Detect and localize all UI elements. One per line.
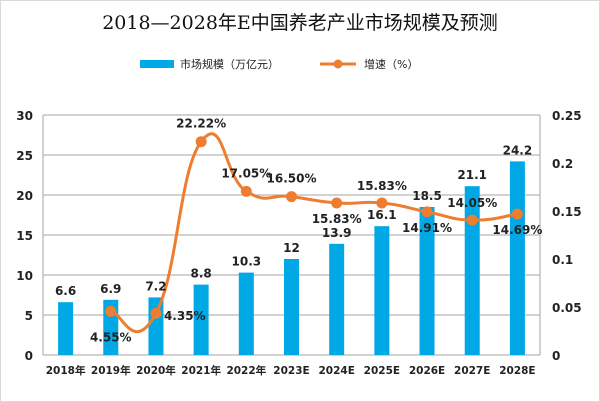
growth-data-label: 17.05%	[221, 166, 271, 180]
chart-title: 2018—2028年E中国养老产业市场规模及预测	[102, 12, 498, 34]
x-tick-label: 2024E	[318, 365, 354, 377]
bar-data-label: 6.6	[55, 284, 76, 298]
legend-label-line: 增速（%）	[364, 58, 419, 71]
left-tick-label: 20	[16, 189, 33, 203]
bar-data-label: 18.5	[412, 189, 442, 203]
growth-line	[110, 132, 518, 334]
right-tick-label: 0	[552, 349, 560, 363]
x-tick-label: 2027E	[454, 365, 490, 377]
growth-data-label: 15.83%	[312, 212, 362, 226]
legend-item-bar: 市场规模（万亿元）	[140, 56, 279, 72]
bar	[509, 161, 525, 355]
growth-data-label: 15.83%	[357, 179, 407, 193]
left-tick-label: 0	[25, 349, 33, 363]
bar	[419, 207, 435, 355]
growth-point	[376, 197, 388, 209]
x-tick-label: 2018年	[46, 364, 86, 377]
growth-point	[240, 185, 252, 197]
legend-label-bar: 市场规模（万亿元）	[180, 58, 279, 71]
growth-data-label: 14.05%	[447, 196, 497, 210]
growth-point	[466, 214, 478, 226]
bar	[58, 302, 74, 355]
x-tick-label: 2025E	[364, 365, 400, 377]
left-tick-label: 5	[25, 309, 33, 323]
bar	[464, 186, 480, 355]
right-tick-label: 0.05	[552, 301, 582, 315]
bar	[284, 259, 299, 355]
x-tick-label: 2023E	[273, 365, 309, 377]
bar	[148, 297, 164, 355]
legend: 市场规模（万亿元） 增速（%）	[0, 54, 600, 74]
bar-data-label: 21.1	[457, 168, 487, 182]
growth-data-label: 4.55%	[90, 330, 132, 344]
growth-data-label: 14.91%	[402, 221, 452, 235]
bar-data-label: 24.2	[503, 143, 533, 157]
x-tick-label: 2019年	[91, 364, 131, 377]
growth-data-label: 22.22%	[176, 117, 226, 131]
bar-data-label: 10.3	[232, 255, 262, 269]
legend-swatch-line	[320, 59, 356, 69]
bar-data-label: 7.2	[145, 279, 166, 293]
bar-data-label: 12	[283, 241, 300, 255]
x-tick-label: 2020年	[136, 364, 176, 377]
growth-data-label: 4.35%	[164, 309, 206, 323]
bar	[193, 284, 209, 355]
left-tick-label: 30	[16, 109, 33, 123]
x-tick-label: 2028E	[499, 365, 535, 377]
bar-data-label: 8.8	[191, 267, 212, 281]
bar	[238, 272, 254, 355]
growth-data-label: 16.50%	[267, 172, 317, 186]
growth-point	[105, 305, 117, 317]
growth-point	[331, 197, 343, 209]
bar	[374, 226, 390, 355]
x-tick-label: 2026E	[409, 365, 445, 377]
left-tick-label: 25	[16, 149, 33, 163]
bar-data-label: 6.9	[100, 282, 121, 296]
legend-swatch-bar	[140, 60, 174, 68]
x-tick-label: 2022年	[226, 364, 266, 377]
right-tick-label: 0.1	[552, 253, 573, 267]
bar	[329, 243, 345, 355]
legend-item-line: 增速（%）	[318, 56, 418, 72]
bar-data-label: 13.9	[322, 226, 352, 240]
left-tick-label: 10	[16, 269, 33, 283]
growth-point	[286, 191, 297, 203]
bar-data-label: 16.1	[367, 208, 397, 222]
growth-point	[511, 208, 523, 220]
growth-point	[421, 206, 433, 218]
right-tick-label: 0.25	[552, 109, 582, 123]
right-tick-label: 0.15	[552, 205, 582, 219]
growth-data-label: 14.69%	[492, 223, 542, 237]
growth-point	[195, 136, 207, 148]
left-tick-label: 15	[16, 229, 33, 243]
growth-point	[150, 307, 162, 319]
right-tick-label: 0.2	[552, 157, 573, 171]
x-tick-label: 2021年	[181, 364, 221, 377]
